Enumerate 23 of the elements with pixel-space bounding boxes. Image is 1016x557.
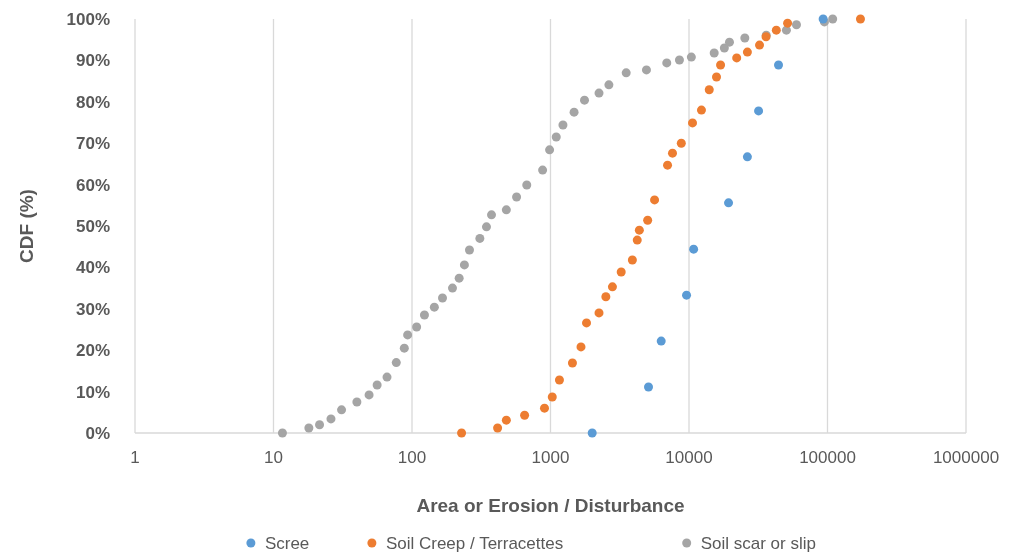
x-tick-label: 100: [397, 448, 427, 467]
x-tick-label: 1000000: [932, 448, 1000, 467]
y-tick-label: 70%: [75, 134, 110, 154]
legend-label: Scree: [264, 534, 310, 553]
y-tick-label: 60%: [75, 175, 110, 195]
y-tick-label: 90%: [75, 51, 110, 71]
x-tick-label: 1000: [531, 448, 570, 467]
x-tick-label: 100000: [799, 448, 856, 467]
y-tick-label: 100%: [66, 10, 110, 29]
x-tick-label: 10000: [665, 448, 713, 467]
legend-label: Soil scar or slip: [700, 534, 816, 553]
y-tick-label: 80%: [75, 92, 110, 112]
y-axis-title: CDF (%): [16, 189, 37, 263]
y-tick-label: 10%: [75, 382, 110, 402]
x-axis-title: Area or Erosion / Disturbance: [416, 495, 685, 516]
x-tick-label: 10: [264, 448, 283, 467]
y-tick-label: 0%: [85, 424, 110, 443]
y-tick-label: 40%: [75, 258, 110, 278]
y-tick-label: 50%: [75, 217, 110, 236]
x-tick-label: 1: [130, 448, 140, 467]
y-tick-label: 30%: [75, 299, 110, 319]
y-tick-label: 20%: [75, 341, 110, 361]
legend-label: Soil Creep / Terracettes: [385, 534, 564, 553]
